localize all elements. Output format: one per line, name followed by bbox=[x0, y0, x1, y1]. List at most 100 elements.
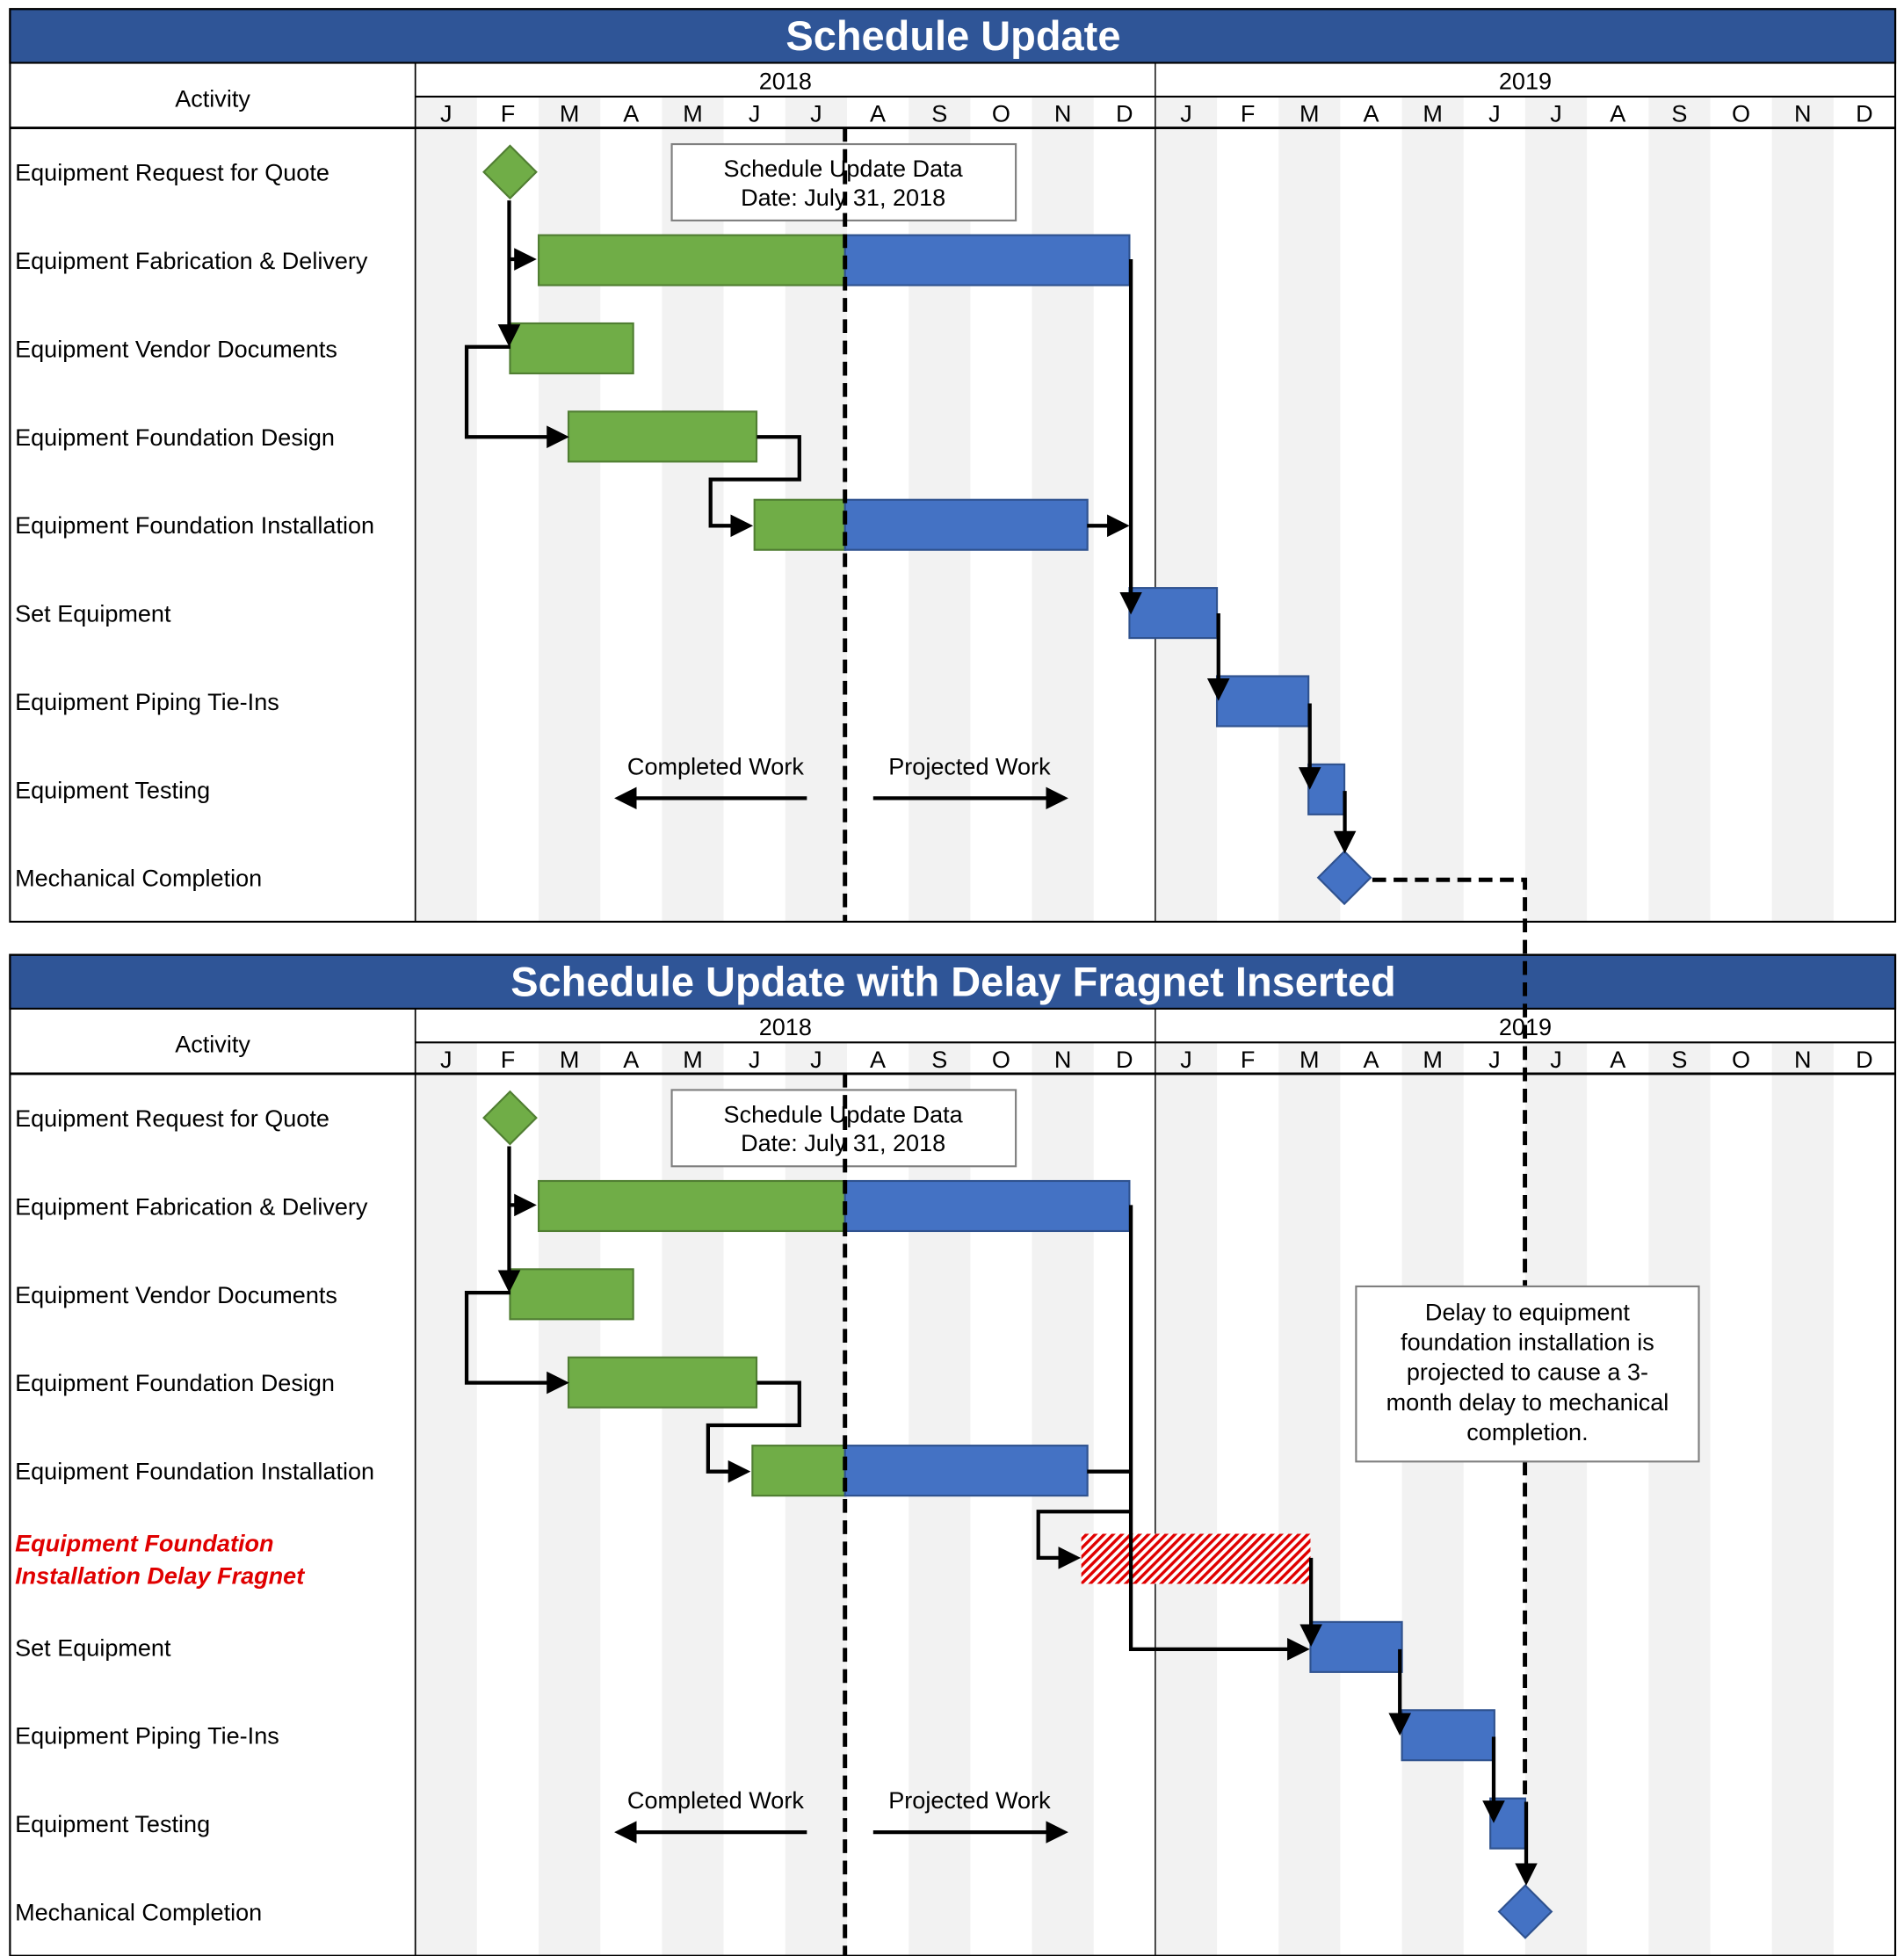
year-label: 2018 bbox=[759, 1014, 812, 1040]
month-label: J bbox=[1550, 1047, 1562, 1073]
completed-bar-segment bbox=[567, 1356, 758, 1409]
gantt-chart-2: Schedule Update with Delay Fragnet Inser… bbox=[9, 953, 1897, 1956]
completed-bar-segment bbox=[537, 1179, 846, 1233]
delay-callout-box bbox=[1355, 1285, 1700, 1463]
month-stripe bbox=[415, 1042, 477, 1956]
activity-row: Equipment Testing bbox=[15, 1797, 1527, 1850]
projected-bar-segment bbox=[1215, 675, 1310, 728]
activity-label: Equipment Vendor Documents bbox=[15, 336, 337, 362]
chart-title: Schedule Update with Delay Fragnet Inser… bbox=[510, 959, 1395, 1005]
month-label: N bbox=[1794, 100, 1812, 127]
activity-row: Mechanical Completion bbox=[15, 850, 1372, 906]
month-label: J bbox=[440, 100, 452, 127]
projected-bar-segment bbox=[1401, 1709, 1495, 1762]
activity-row: Set Equipment bbox=[15, 1620, 1403, 1673]
month-label: S bbox=[1671, 100, 1687, 127]
month-label: M bbox=[1423, 100, 1443, 127]
delay-comparison-dashed-line bbox=[1372, 877, 1528, 1802]
month-label: F bbox=[501, 1047, 516, 1073]
activity-row: Equipment Request for Quote bbox=[15, 1090, 538, 1146]
activity-row: Equipment Request for Quote bbox=[15, 144, 538, 200]
month-stripe bbox=[1401, 96, 1464, 922]
activity-label: Mechanical Completion bbox=[15, 1899, 262, 1925]
month-stripe bbox=[539, 1042, 601, 1956]
activity-label: Equipment Foundation bbox=[15, 1530, 273, 1556]
activity-label: Equipment Foundation Installation bbox=[15, 512, 374, 539]
activity-label: Equipment Request for Quote bbox=[15, 160, 329, 186]
milestone-diamond bbox=[1497, 1884, 1553, 1939]
month-label: O bbox=[992, 1047, 1010, 1073]
month-stripe bbox=[539, 96, 601, 922]
projected-bar-segment bbox=[1489, 1797, 1527, 1850]
legend-projected-work: Projected Work bbox=[888, 753, 1051, 779]
completed-bar-segment bbox=[753, 498, 846, 551]
activity-row: Equipment Vendor Documents bbox=[15, 322, 634, 375]
month-label: J bbox=[1488, 100, 1501, 127]
month-label: O bbox=[992, 100, 1010, 127]
month-label: J bbox=[1488, 1047, 1501, 1073]
activity-row: Equipment Foundation Installation bbox=[15, 498, 1089, 551]
activity-column-header: Activity bbox=[175, 1032, 250, 1058]
year-label: 2019 bbox=[1499, 68, 1552, 94]
month-label: M bbox=[560, 100, 580, 127]
delay-callout-text: projected to cause a 3- bbox=[1407, 1359, 1648, 1386]
activity-label: Installation Delay Fragnet bbox=[15, 1562, 305, 1589]
activity-label: Equipment Request for Quote bbox=[15, 1105, 329, 1132]
month-label: S bbox=[931, 1047, 947, 1073]
month-label: N bbox=[1054, 1047, 1072, 1073]
activity-label: Equipment Piping Tie-Ins bbox=[15, 1723, 279, 1750]
month-stripe bbox=[1278, 1042, 1341, 1956]
activity-column-header: Activity bbox=[175, 85, 250, 112]
projected-bar-segment bbox=[843, 1445, 1089, 1497]
month-label: D bbox=[1856, 1047, 1873, 1073]
month-stripe bbox=[662, 1042, 724, 1956]
legend-completed-work: Completed Work bbox=[627, 1787, 804, 1814]
projected-bar-segment bbox=[843, 498, 1089, 551]
completed-bar-segment bbox=[751, 1445, 846, 1497]
activity-label: Equipment Vendor Documents bbox=[15, 1282, 337, 1308]
activity-row: Equipment Fabrication & Delivery bbox=[15, 234, 1131, 286]
month-label: J bbox=[810, 100, 822, 127]
projected-bar-segment bbox=[1309, 1620, 1403, 1673]
month-stripe bbox=[415, 96, 477, 922]
activity-label: Set Equipment bbox=[15, 1634, 171, 1661]
dependency-links-bottom bbox=[464, 1146, 1538, 1886]
month-label: J bbox=[749, 1047, 761, 1073]
month-label: J bbox=[1180, 1047, 1192, 1073]
milestone-diamond bbox=[482, 1090, 538, 1146]
activity-label: Set Equipment bbox=[15, 601, 171, 627]
delay-callout-text: month delay to mechanical bbox=[1386, 1389, 1669, 1416]
month-label: A bbox=[870, 1047, 886, 1073]
activity-label: Equipment Testing bbox=[15, 777, 210, 803]
month-label: S bbox=[1671, 1047, 1687, 1073]
month-label: J bbox=[1180, 100, 1192, 127]
month-stripe bbox=[1032, 1042, 1094, 1956]
month-label: O bbox=[1732, 100, 1750, 127]
month-label: J bbox=[749, 100, 761, 127]
month-label: N bbox=[1054, 100, 1072, 127]
month-label: O bbox=[1732, 1047, 1750, 1073]
month-stripe bbox=[909, 1042, 971, 1956]
month-label: M bbox=[1299, 1047, 1320, 1073]
delay-callout-text: foundation installation is bbox=[1401, 1329, 1654, 1356]
completed-bar-segment bbox=[509, 1268, 634, 1321]
month-label: J bbox=[440, 1047, 452, 1073]
activity-row: Equipment Piping Tie-Ins bbox=[15, 1709, 1495, 1762]
month-stripe bbox=[1524, 1042, 1588, 1956]
delay-callout-text: completion. bbox=[1466, 1419, 1588, 1445]
legend-completed-work: Completed Work bbox=[627, 753, 804, 779]
activity-label: Equipment Foundation Design bbox=[15, 424, 335, 451]
month-label: A bbox=[623, 100, 639, 127]
legend-projected-work: Projected Work bbox=[888, 1787, 1051, 1814]
month-label: S bbox=[931, 100, 947, 127]
month-stripe bbox=[662, 96, 724, 922]
month-stripe bbox=[1155, 96, 1218, 922]
activity-label: Equipment Testing bbox=[15, 1811, 210, 1837]
activity-row: Equipment Fabrication & Delivery bbox=[15, 1179, 1131, 1233]
activity-label: Mechanical Completion bbox=[15, 866, 262, 892]
month-label: A bbox=[1363, 100, 1379, 127]
month-label: D bbox=[1116, 100, 1133, 127]
milestone-diamond bbox=[482, 144, 538, 200]
month-label: A bbox=[1363, 1047, 1379, 1073]
